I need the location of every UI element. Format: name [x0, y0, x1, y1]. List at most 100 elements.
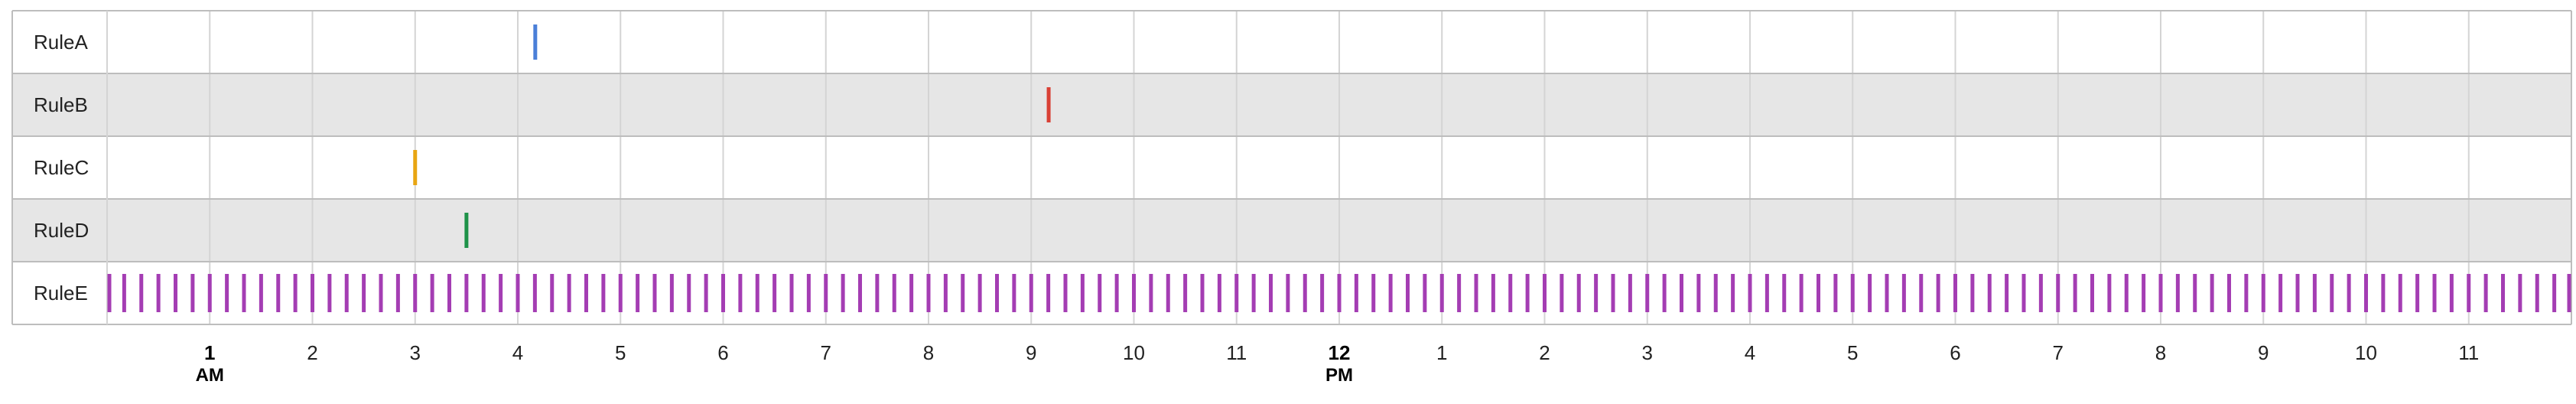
event-mark: [1645, 274, 1650, 312]
event-mark: [772, 274, 777, 312]
event-mark: [464, 213, 469, 248]
row-label: RuleC: [34, 156, 89, 179]
event-mark: [1628, 274, 1632, 312]
event-mark: [636, 274, 640, 312]
event-mark: [1132, 274, 1136, 312]
event-mark: [2261, 274, 2265, 312]
event-mark: [1474, 274, 1478, 312]
event-mark: [961, 274, 965, 312]
event-mark: [1576, 274, 1581, 312]
event-mark: [1200, 274, 1205, 312]
event-mark: [276, 274, 281, 312]
x-tick-label: 3: [410, 341, 421, 364]
event-mark: [550, 274, 555, 312]
event-mark: [738, 274, 743, 312]
event-mark: [687, 274, 691, 312]
event-mark: [2415, 274, 2420, 312]
event-mark: [2073, 274, 2077, 312]
event-mark: [2193, 274, 2197, 312]
x-tick-label: 2: [1539, 341, 1550, 364]
event-mark: [1833, 274, 1838, 312]
event-mark: [413, 150, 418, 185]
event-mark: [1337, 274, 1342, 312]
event-mark: [841, 274, 845, 312]
event-mark: [1817, 274, 1820, 312]
event-mark: [2398, 274, 2402, 312]
event-mark: [2244, 274, 2249, 312]
event-mark: [413, 274, 418, 312]
event-mark: [1269, 274, 1273, 312]
event-mark: [362, 274, 366, 312]
event-mark: [311, 274, 314, 312]
x-tick-label: 8: [2155, 341, 2166, 364]
x-tick-label: 5: [1847, 341, 1858, 364]
event-mark: [1919, 274, 1924, 312]
event-mark: [1457, 274, 1462, 312]
row-background: [12, 199, 2571, 262]
event-mark: [1423, 274, 1427, 312]
event-mark: [1748, 274, 1752, 312]
event-mark: [1662, 274, 1667, 312]
row-background: [12, 73, 2571, 136]
event-mark: [1731, 274, 1735, 312]
x-tick-label: 6: [1950, 341, 1960, 364]
event-mark: [1850, 274, 1855, 312]
x-tick-label: 2: [307, 341, 317, 364]
event-mark: [1217, 274, 1221, 312]
event-mark: [875, 274, 880, 312]
event-mark: [2295, 274, 2300, 312]
event-mark: [567, 274, 571, 312]
x-tick-label: 7: [821, 341, 831, 364]
row-background: [12, 11, 2571, 73]
event-mark: [2552, 274, 2557, 312]
event-mark: [2467, 274, 2471, 312]
event-mark: [926, 274, 931, 312]
x-tick-label: 4: [1745, 341, 1755, 364]
event-mark: [2278, 274, 2283, 312]
x-tick-label: 11: [2458, 341, 2479, 364]
event-mark: [242, 274, 246, 312]
event-mark: [499, 274, 503, 312]
x-tick-label: 9: [2258, 341, 2269, 364]
event-mark: [2449, 274, 2454, 312]
event-mark: [225, 274, 229, 312]
event-mark: [669, 274, 674, 312]
event-mark: [395, 274, 400, 312]
event-mark: [1970, 274, 1975, 312]
event-mark: [2432, 274, 2437, 312]
x-tick-label: 6: [717, 341, 728, 364]
event-mark: [293, 274, 298, 312]
event-mark: [1286, 274, 1290, 312]
event-mark: [2364, 274, 2368, 312]
event-mark: [704, 274, 708, 312]
event-mark: [1080, 274, 1085, 312]
event-mark: [1046, 274, 1051, 312]
event-mark: [601, 274, 606, 312]
event-mark: [2518, 274, 2522, 312]
event-mark: [2567, 274, 2571, 312]
x-tick-label: 3: [1642, 341, 1653, 364]
event-mark: [1183, 274, 1188, 312]
event-mark: [1371, 274, 1376, 312]
event-mark: [1543, 274, 1547, 312]
row-background: [12, 136, 2571, 199]
event-mark: [344, 274, 349, 312]
event-mark: [1166, 274, 1170, 312]
event-mark: [2501, 274, 2505, 312]
event-mark: [1799, 274, 1804, 312]
event-mark: [2535, 274, 2539, 312]
event-mark: [464, 274, 469, 312]
x-tick-label: 1: [204, 341, 215, 364]
event-mark: [379, 274, 383, 312]
event-mark: [2210, 274, 2214, 312]
row-label: RuleA: [34, 31, 88, 54]
x-tick-label: 10: [1123, 341, 1145, 364]
event-mark: [2175, 274, 2180, 312]
event-mark: [1063, 274, 1068, 312]
event-mark: [259, 274, 263, 312]
event-mark: [2090, 274, 2094, 312]
event-mark: [824, 274, 828, 312]
event-mark: [1901, 274, 1906, 312]
event-mark: [652, 274, 657, 312]
event-mark: [1029, 274, 1033, 312]
